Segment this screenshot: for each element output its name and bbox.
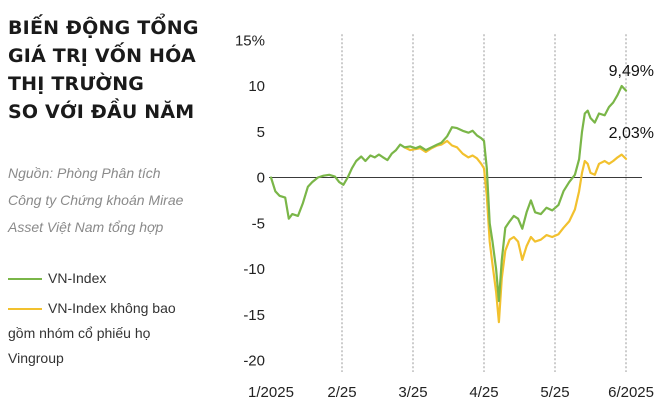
- y-tick-label: -20: [243, 353, 265, 370]
- source-line: Công ty Chứng khoán Mirae: [8, 192, 184, 208]
- title-line: SO VỚI ĐẦU NĂM: [8, 101, 195, 123]
- legend-label: VN-Index: [48, 270, 107, 286]
- y-tick-label: -10: [243, 261, 265, 278]
- y-tick-label: 0: [257, 170, 265, 187]
- end-value-label: 2,03%: [609, 125, 654, 142]
- series-line-vnindex-ex-vingroup: [403, 139, 628, 324]
- x-axis: 1/2025 2/25 3/25 4/25 5/25 6/2025: [248, 384, 654, 401]
- x-tick-label: 6/2025: [608, 384, 654, 401]
- end-labels: 9,49% 2,03%: [609, 63, 654, 142]
- legend-item: VN-Index: [8, 266, 238, 291]
- x-tick-label: 3/25: [398, 384, 427, 401]
- plot-series: [269, 84, 628, 324]
- legend-label-cont: gồm nhóm cổ phiếu họ: [8, 325, 151, 341]
- legend-item: VN-Index không bao: [8, 296, 238, 321]
- end-value-label: 9,49%: [609, 63, 654, 80]
- y-tick-label: -5: [252, 215, 265, 232]
- y-axis: 15% 10 5 0 -5 -10 -15 -20: [235, 32, 265, 369]
- x-tick-label: 2/25: [327, 384, 356, 401]
- series-line-vnindex: [269, 84, 628, 303]
- legend-swatch-yellow: [8, 308, 42, 310]
- y-tick-label: -15: [243, 307, 265, 324]
- source-line: Asset Việt Nam tổng hợp: [8, 219, 164, 235]
- chart-title: BIẾN ĐỘNG TỔNG GIÁ TRỊ VỐN HÓA THỊ TRƯỜN…: [8, 14, 238, 126]
- source-note: Nguồn: Phòng Phân tích Công ty Chứng kho…: [8, 160, 228, 241]
- legend-label: VN-Index không bao: [48, 300, 176, 316]
- y-tick-label: 15%: [235, 32, 265, 49]
- legend-swatch-green: [8, 278, 42, 280]
- grid-lines: [341, 34, 627, 372]
- x-tick-label: 5/25: [540, 384, 569, 401]
- y-tick-label: 10: [248, 78, 265, 95]
- x-tick-label: 4/25: [469, 384, 498, 401]
- source-line: Nguồn: Phòng Phân tích: [8, 165, 161, 181]
- title-line: BIẾN ĐỘNG TỔNG: [8, 17, 199, 39]
- legend-vnindex: VN-Index: [8, 266, 238, 291]
- title-line: THỊ TRƯỜNG: [8, 73, 145, 95]
- legend-vnindex-ex-vingroup: VN-Index không bao gồm nhóm cổ phiếu họ …: [8, 296, 238, 371]
- title-line: GIÁ TRỊ VỐN HÓA: [8, 45, 196, 67]
- x-tick-label: 1/2025: [248, 384, 294, 401]
- y-tick-label: 5: [257, 124, 265, 141]
- legend-label-cont: Vingroup: [8, 350, 64, 366]
